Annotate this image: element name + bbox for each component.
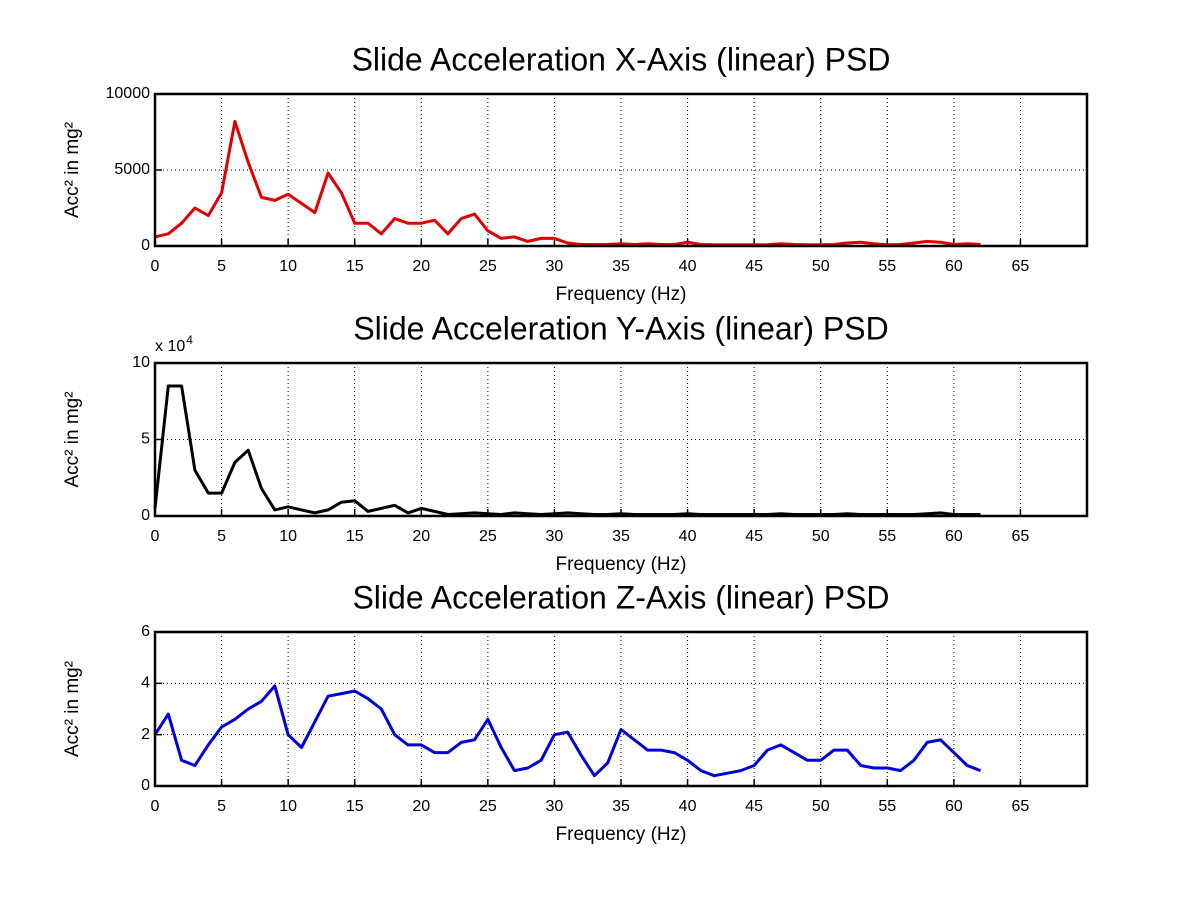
x-tick-label: 60 [945, 798, 963, 815]
y-tick-label: 0 [141, 507, 150, 524]
y-tick-label: 10000 [106, 85, 151, 102]
x-tick-label: 30 [546, 258, 564, 275]
x-tick-label: 0 [151, 258, 160, 275]
x-tick-label: 55 [878, 258, 896, 275]
chart-title: Slide Acceleration Y-Axis (linear) PSD [353, 310, 888, 346]
axes-frame [153, 361, 1089, 518]
x-tick-label: 65 [1012, 258, 1030, 275]
x-tick-label: 25 [479, 258, 497, 275]
x-tick-label: 35 [612, 258, 630, 275]
x-tick-label: 45 [745, 528, 763, 545]
psd-line [153, 684, 982, 778]
x-tick-label: 60 [945, 528, 963, 545]
x-tick-label: 30 [546, 798, 564, 815]
x-tick-label: 45 [745, 798, 763, 815]
x-tick-label: 65 [1012, 798, 1030, 815]
x-tick-label: 20 [412, 798, 430, 815]
axes-frame [153, 92, 1089, 248]
psd-line [154, 119, 981, 247]
y-tick-label: 0 [141, 777, 150, 794]
x-tick-label: 30 [546, 528, 564, 545]
y-tick-label: 0 [141, 237, 150, 254]
x-tick-label: 10 [279, 258, 297, 275]
x-tick-label: 35 [612, 798, 630, 815]
x-tick-label: 10 [279, 798, 297, 815]
x-tick-label: 15 [346, 528, 364, 545]
x-tick-label: 65 [1012, 528, 1030, 545]
x-tick-label: 25 [479, 528, 497, 545]
y-tick-label: 2 [141, 726, 150, 743]
x-tick-label: 0 [151, 528, 160, 545]
psd-line [153, 384, 981, 516]
chart-title: Slide Acceleration Z-Axis (linear) PSD [352, 579, 889, 615]
x-tick-label: 20 [412, 528, 430, 545]
x-tick-label: 45 [745, 258, 763, 275]
y-tick-label: 5 [141, 431, 150, 448]
x-tick-label: 15 [346, 258, 364, 275]
y-multiplier-exponent: 4 [186, 333, 193, 347]
y-axis-label: Acc² in mg² [62, 661, 83, 757]
chart-title: Slide Acceleration X-Axis (linear) PSD [352, 41, 891, 77]
x-tick-label: 55 [878, 798, 896, 815]
x-tick-label: 0 [151, 798, 160, 815]
x-tick-label: 50 [812, 258, 830, 275]
x-axis-label: Frequency (Hz) [556, 554, 687, 575]
x-axis-label: Frequency (Hz) [556, 284, 687, 305]
x-tick-label: 5 [217, 258, 226, 275]
x-tick-label: 5 [217, 528, 226, 545]
y-tick-label: 6 [141, 623, 150, 640]
x-tick-label: 40 [679, 798, 697, 815]
x-tick-label: 50 [812, 798, 830, 815]
y-axis-label: Acc² in mg² [62, 391, 83, 487]
x-tick-label: 60 [945, 258, 963, 275]
y-tick-label: 5000 [114, 161, 150, 178]
x-tick-label: 10 [279, 528, 297, 545]
y-tick-label: 4 [141, 675, 150, 692]
x-tick-label: 25 [479, 798, 497, 815]
y-axis-label: Acc² in mg² [62, 122, 83, 218]
x-tick-label: 5 [217, 798, 226, 815]
y-tick-label: 10 [132, 354, 150, 371]
x-tick-label: 55 [878, 528, 896, 545]
x-axis-label: Frequency (Hz) [556, 824, 687, 845]
x-tick-label: 50 [812, 528, 830, 545]
x-tick-label: 35 [612, 528, 630, 545]
axes-frame [153, 630, 1089, 788]
x-tick-label: 15 [346, 798, 364, 815]
y-multiplier: x 10 [155, 338, 185, 355]
x-tick-label: 20 [412, 258, 430, 275]
x-tick-label: 40 [679, 258, 697, 275]
x-tick-label: 40 [679, 528, 697, 545]
